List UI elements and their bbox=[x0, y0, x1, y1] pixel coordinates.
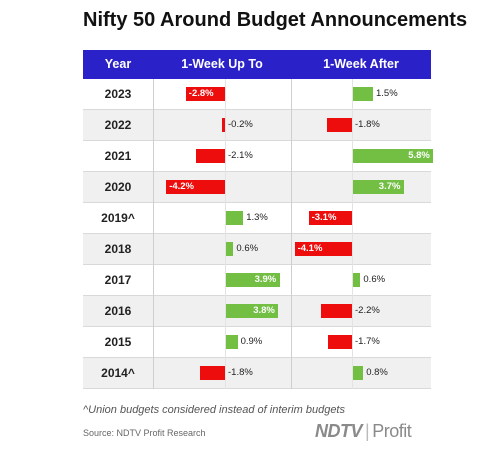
table-row: 2023 -2.8% 1.5% bbox=[83, 79, 431, 110]
table-row: 2018 0.6% -4.1% bbox=[83, 234, 431, 265]
logo-product: Profit bbox=[372, 421, 412, 441]
value-label-week-after: 1.5% bbox=[376, 88, 398, 99]
bar-week-before bbox=[222, 118, 225, 132]
ndtv-profit-logo: NDTV | Profit bbox=[315, 421, 412, 442]
year-label: 2016 bbox=[104, 304, 132, 318]
bar-week-after bbox=[308, 211, 352, 225]
logo-brand: NDTV bbox=[315, 421, 363, 441]
value-label-week-before: 3.8% bbox=[253, 305, 275, 316]
table-row: 2022 -0.2% -1.8% bbox=[83, 110, 431, 141]
value-label-week-before: -0.2% bbox=[228, 119, 253, 130]
bar-week-after bbox=[352, 180, 404, 194]
value-label-week-before: -2.1% bbox=[228, 150, 253, 161]
table-row: 2014^ -1.8% 0.8% bbox=[83, 358, 431, 389]
year-label: 2014^ bbox=[101, 366, 135, 380]
chart-title: Nifty 50 Around Budget Announcements bbox=[83, 9, 468, 31]
bar-week-before bbox=[225, 335, 238, 349]
bar-week-before bbox=[225, 304, 279, 318]
value-label-week-before: -4.2% bbox=[169, 181, 195, 192]
value-label-week-after: -4.1% bbox=[297, 243, 323, 254]
year-label: 2019^ bbox=[101, 211, 135, 225]
bar-week-before bbox=[185, 87, 225, 101]
year-label: 2023 bbox=[104, 87, 132, 101]
table-header: Year 1-Week Up To 1-Week After bbox=[83, 50, 431, 79]
bar-week-before bbox=[225, 273, 280, 287]
bar-week-after bbox=[294, 242, 352, 256]
bar-week-after bbox=[352, 273, 361, 287]
bar-week-after bbox=[321, 304, 352, 318]
bar-week-after bbox=[352, 149, 434, 163]
table-body: 2023 -2.8% 1.5% 2022 -0.2% -1.8% 2021 -2.1% 5.8%… bbox=[83, 79, 434, 389]
value-label-week-before: 3.9% bbox=[254, 274, 277, 285]
year-label: 2017 bbox=[104, 273, 132, 287]
value-label-week-after: -2.2% bbox=[355, 305, 380, 316]
table-row: 2017 3.9% 0.6% bbox=[83, 265, 431, 296]
value-label-week-after: -1.8% bbox=[355, 119, 380, 130]
year-label: 2021 bbox=[104, 149, 132, 163]
bar-week-before bbox=[225, 211, 244, 225]
value-label-week-after: 0.8% bbox=[366, 367, 388, 378]
data-table: Year 1-Week Up To 1-Week After 2023 -2.8%… bbox=[83, 50, 434, 389]
bar-week-before bbox=[199, 366, 225, 380]
year-label: 2015 bbox=[104, 335, 132, 349]
year-label: 2018 bbox=[104, 242, 132, 256]
bar-week-after bbox=[328, 335, 352, 349]
table-row: 2015 0.9% -1.7% bbox=[83, 327, 431, 358]
bar-week-before bbox=[166, 180, 225, 194]
year-label: 2022 bbox=[104, 118, 132, 132]
column-divider bbox=[153, 79, 154, 389]
table-row: 2020 -4.2% 3.7% bbox=[83, 172, 431, 203]
header-year: Year bbox=[104, 57, 132, 71]
table-row: 2021 -2.1% 5.8% bbox=[83, 141, 434, 172]
bar-week-before bbox=[225, 242, 234, 256]
value-label-week-after: 5.8% bbox=[408, 150, 430, 161]
zero-axis-line bbox=[225, 79, 226, 389]
footnote: ^Union budgets considered instead of int… bbox=[83, 404, 345, 416]
header-week-before: 1-Week Up To bbox=[181, 57, 263, 71]
value-label-week-after: -1.7% bbox=[355, 336, 380, 347]
header-week-after: 1-Week After bbox=[323, 57, 399, 71]
table-row: 2019^ 1.3% -3.1% bbox=[83, 203, 431, 234]
value-label-week-before: 0.6% bbox=[236, 243, 259, 254]
column-divider bbox=[291, 79, 292, 389]
zero-axis-line bbox=[352, 79, 353, 389]
value-label-week-after: 3.7% bbox=[378, 181, 401, 192]
logo-separator: | bbox=[365, 421, 370, 441]
bar-week-after bbox=[352, 87, 373, 101]
bar-week-after bbox=[326, 118, 352, 132]
value-label-week-before: -2.8% bbox=[188, 88, 214, 99]
bar-week-after bbox=[352, 366, 364, 380]
value-label-week-before: 1.3% bbox=[246, 212, 268, 223]
table-row: 2016 3.8% -2.2% bbox=[83, 296, 431, 327]
value-label-week-after: 0.6% bbox=[363, 274, 386, 285]
value-label-week-before: 0.9% bbox=[240, 336, 263, 347]
value-label-week-before: -1.8% bbox=[228, 367, 253, 378]
value-label-week-after: -3.1% bbox=[311, 212, 337, 223]
source-note: Source: NDTV Profit Research bbox=[83, 428, 206, 438]
year-label: 2020 bbox=[104, 180, 132, 194]
bar-week-before bbox=[195, 149, 225, 163]
